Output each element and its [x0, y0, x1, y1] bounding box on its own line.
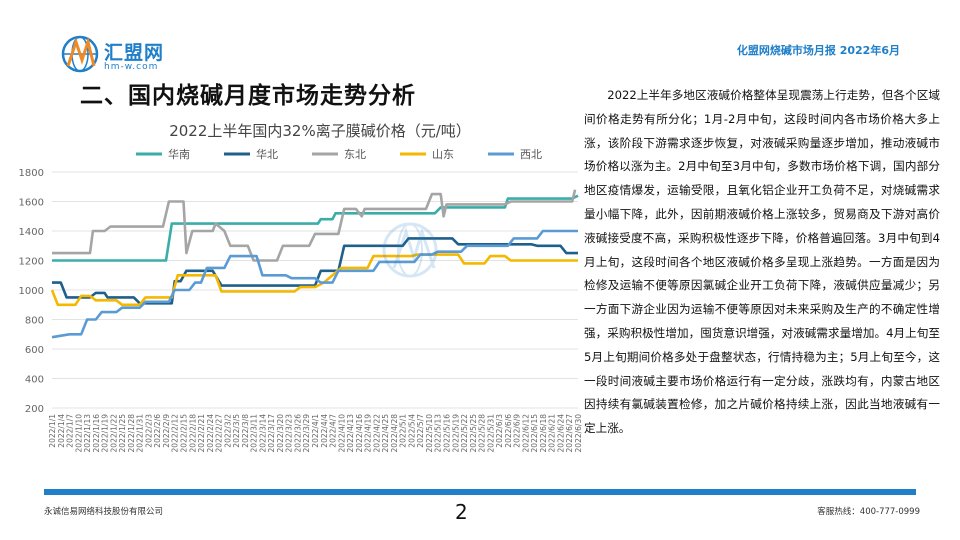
price-line-chart: 2022上半年国内32%离子膜碱价格（元/吨） 华南 华北 东北 山东 西北 200 400 6…: [19, 122, 583, 453]
x-tick-label-21: 2022/3/5: [232, 414, 241, 448]
x-tick-label-31: 2022/4/4: [320, 414, 329, 448]
x-tick-label-52: 2022/6/6: [504, 414, 513, 448]
series-line-0: [52, 194, 579, 262]
y-tick-label-600: 600: [25, 345, 44, 356]
x-tick-label-13: 2022/2/9: [162, 414, 171, 448]
legend-label-3: 山东: [432, 148, 454, 161]
x-tick-label-3: 2022/1/10: [74, 414, 83, 453]
x-tick-label-45: 2022/5/16: [443, 414, 452, 453]
series-line-2: [52, 189, 577, 262]
x-tick-label-37: 2022/4/22: [372, 414, 381, 453]
legend-label-0: 华南: [168, 147, 190, 161]
footer-divider: [44, 489, 916, 495]
x-tick-label-30: 2022/4/1: [311, 414, 320, 448]
legend-label-4: 西北: [520, 148, 542, 161]
x-tick-label-51: 2022/6/3: [495, 414, 504, 448]
y-tick-label-200: 200: [25, 404, 44, 415]
x-tick-label-18: 2022/2/24: [206, 414, 215, 453]
x-tick-label-53: 2022/6/9: [513, 414, 522, 448]
x-tick-label-20: 2022/3/2: [223, 414, 232, 448]
x-tick-label-1: 2022/1/4: [57, 414, 66, 448]
x-tick-label-28: 2022/3/26: [293, 414, 302, 453]
x-tick-label-8: 2022/1/25: [118, 414, 127, 453]
analysis-paragraph: 2022上半年多地区液碱价格整体呈现震荡上行走势，但各个区域间价格走势有所分化；…: [584, 88, 940, 436]
x-tick-label-4: 2022/1/13: [83, 414, 92, 453]
x-tick-label-14: 2022/2/12: [171, 414, 180, 453]
y-tick-label-1000: 1000: [19, 286, 44, 297]
x-tick-label-46: 2022/5/19: [451, 414, 460, 453]
y-tick-label-1400: 1400: [19, 227, 44, 238]
y-tick-label-800: 800: [25, 316, 44, 327]
x-tick-label-17: 2022/2/21: [197, 414, 206, 453]
y-tick-label-1800: 1800: [19, 168, 44, 179]
x-tick-label-44: 2022/5/13: [434, 414, 443, 453]
x-tick-label-36: 2022/4/19: [364, 414, 373, 453]
x-tick-label-7: 2022/1/22: [109, 414, 118, 453]
x-tick-label-0: 2022/1/1: [48, 414, 57, 448]
x-tick-label-49: 2022/5/28: [478, 414, 487, 453]
x-tick-label-22: 2022/3/8: [241, 414, 250, 448]
x-tick-label-15: 2022/2/15: [180, 414, 189, 453]
series-line-4: [51, 229, 578, 339]
x-tick-label-60: 2022/6/30: [574, 414, 583, 453]
x-tick-label-19: 2022/2/27: [215, 414, 224, 453]
x-tick-label-11: 2022/2/3: [144, 414, 153, 448]
x-tick-label-12: 2022/2/6: [153, 414, 162, 448]
x-tick-label-27: 2022/3/23: [285, 414, 294, 453]
x-tick-label-50: 2022/5/31: [486, 414, 495, 453]
x-tick-label-6: 2022/1/19: [101, 414, 110, 453]
report-title: 化盟网烧碱市场月报 2022年6月: [736, 44, 900, 57]
x-tick-label-55: 2022/6/15: [530, 414, 539, 453]
x-tick-label-2: 2022/1/7: [66, 414, 75, 448]
footer-company: 永诚信易网络科技股份有限公司: [44, 507, 164, 517]
legend-label-2: 东北: [344, 148, 366, 161]
x-tick-label-29: 2022/3/29: [302, 414, 311, 453]
x-tick-label-25: 2022/3/17: [267, 414, 276, 453]
x-tick-label-10: 2022/1/31: [136, 414, 145, 453]
series-line-3: [50, 253, 578, 307]
x-tick-label-38: 2022/4/25: [381, 414, 390, 453]
x-tick-label-24: 2022/3/14: [258, 414, 267, 453]
chart-title: 2022上半年国内32%离子膜碱价格（元/吨）: [169, 122, 471, 140]
x-tick-label-41: 2022/5/4: [407, 414, 416, 448]
legend-label-1: 华北: [256, 147, 278, 161]
logo-url: hm-w.com: [104, 62, 159, 72]
y-tick-label-400: 400: [25, 375, 44, 386]
y-tick-label-1200: 1200: [19, 257, 44, 268]
logo-text: 汇盟网: [104, 42, 165, 64]
x-tick-label-9: 2022/1/28: [127, 414, 136, 453]
page-number: 2: [455, 500, 468, 524]
y-tick-label-1600: 1600: [19, 198, 44, 209]
x-tick-label-58: 2022/6/24: [556, 414, 565, 453]
x-tick-label-48: 2022/5/25: [469, 414, 478, 453]
x-tick-label-33: 2022/4/10: [337, 414, 346, 453]
section-title: 二、国内烧碱月度市场走势分析: [80, 83, 416, 109]
x-tick-label-57: 2022/6/21: [548, 414, 557, 453]
x-tick-label-16: 2022/2/18: [188, 414, 197, 453]
x-tick-label-23: 2022/3/11: [250, 414, 259, 453]
x-tick-label-39: 2022/4/28: [390, 414, 399, 453]
watermark-logo-icon: [382, 222, 438, 278]
x-tick-label-5: 2022/1/16: [92, 414, 101, 453]
x-tick-label-40: 2022/5/1: [399, 414, 408, 448]
footer-hotline: 客服热线：400-777-0999: [817, 507, 920, 517]
x-tick-label-35: 2022/4/16: [355, 414, 364, 453]
x-tick-label-32: 2022/4/7: [329, 414, 338, 448]
logo-globe-icon: [61, 35, 99, 73]
x-tick-label-26: 2022/3/20: [276, 414, 285, 453]
x-tick-label-43: 2022/5/10: [425, 414, 434, 453]
x-tick-label-34: 2022/4/13: [346, 414, 355, 453]
x-tick-label-54: 2022/6/12: [521, 414, 530, 453]
x-tick-label-56: 2022/6/18: [539, 414, 548, 453]
x-tick-label-59: 2022/6/27: [565, 414, 574, 453]
x-tick-label-47: 2022/5/22: [460, 414, 469, 453]
x-tick-label-42: 2022/5/7: [416, 414, 425, 448]
